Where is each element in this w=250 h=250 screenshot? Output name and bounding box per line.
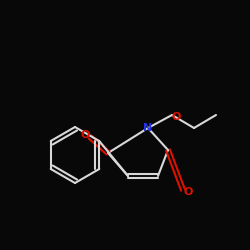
Text: N: N — [144, 123, 152, 133]
Text: O: O — [171, 112, 181, 122]
Text: O: O — [80, 130, 90, 140]
Text: O: O — [183, 187, 193, 197]
